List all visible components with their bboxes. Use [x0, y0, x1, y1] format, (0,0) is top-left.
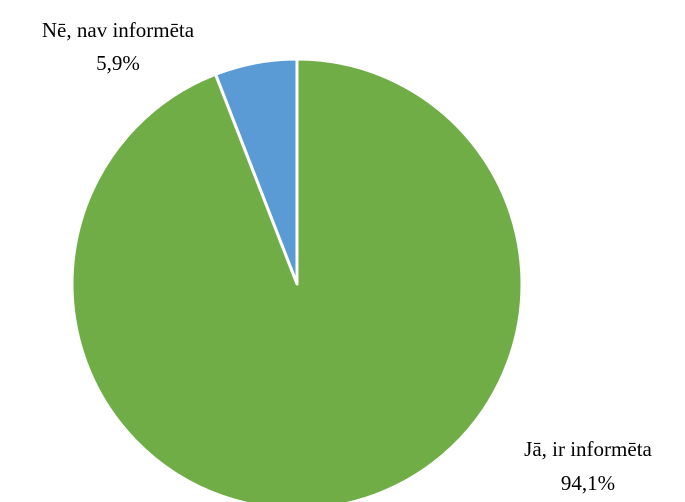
slice-label-ne-value: 5,9%: [96, 51, 140, 75]
pie-slice-1: [70, 57, 524, 502]
slice-label-ja-value: 94,1%: [561, 471, 615, 495]
slice-label-ne-category: Nē, nav informēta: [42, 18, 195, 42]
pie-labels: Nē, nav informēta 5,9% Jā, ir informēta …: [42, 18, 653, 495]
slice-label-ja-category: Jā, ir informēta: [524, 437, 652, 461]
pie-slices: [70, 57, 524, 502]
